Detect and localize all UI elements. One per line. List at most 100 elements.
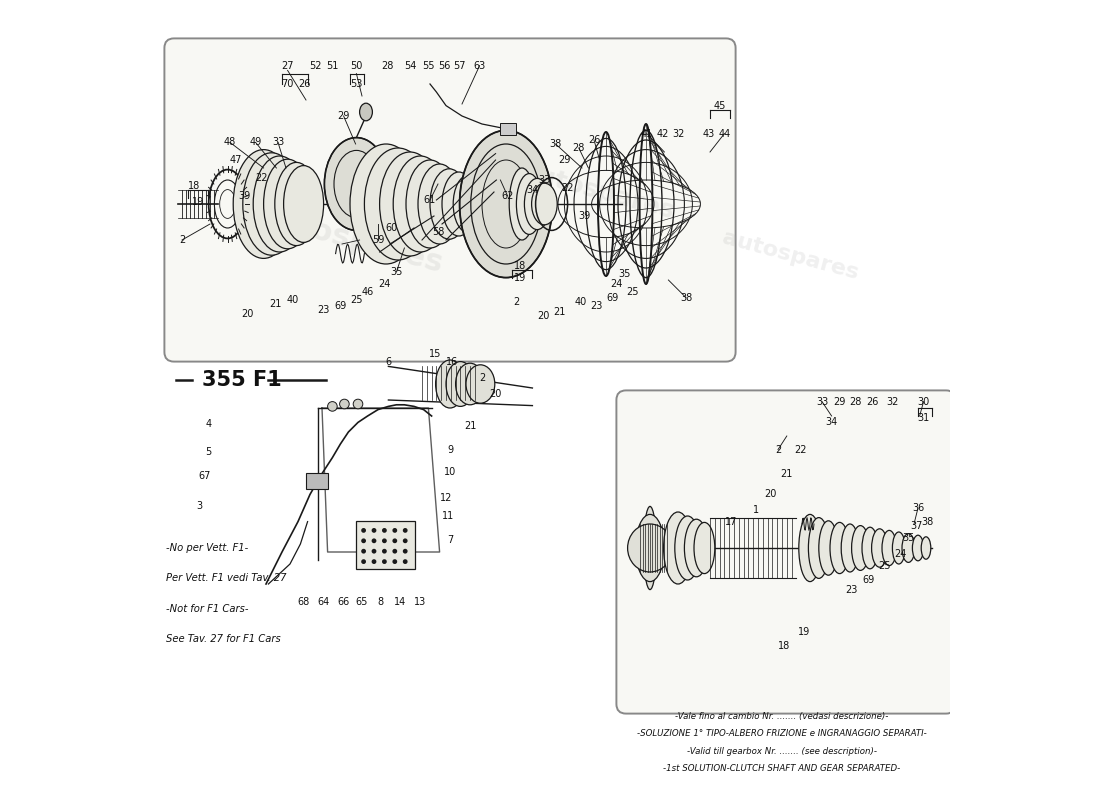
Text: -Vale fino al cambio Nr. ....... (vedasi descrizione)-: -Vale fino al cambio Nr. ....... (vedasi… [675, 711, 889, 721]
Text: 21: 21 [780, 469, 792, 478]
Ellipse shape [882, 530, 896, 566]
Text: 39: 39 [239, 191, 251, 201]
Text: 40: 40 [574, 298, 586, 307]
FancyBboxPatch shape [616, 390, 956, 714]
Text: Per Vett. F1 vedi Tav. 27: Per Vett. F1 vedi Tav. 27 [166, 574, 286, 583]
Ellipse shape [808, 518, 829, 578]
Text: 28: 28 [382, 61, 394, 70]
Text: 26: 26 [298, 79, 310, 89]
Text: 69: 69 [606, 293, 618, 302]
Text: 4: 4 [206, 419, 211, 429]
Circle shape [393, 559, 397, 564]
Ellipse shape [455, 363, 484, 405]
Text: 48: 48 [224, 138, 236, 147]
Text: 21: 21 [553, 307, 565, 317]
Text: 5: 5 [206, 447, 211, 457]
Text: 28: 28 [849, 397, 861, 406]
Text: 18: 18 [514, 261, 526, 270]
Ellipse shape [871, 529, 888, 567]
Ellipse shape [475, 182, 499, 226]
Ellipse shape [264, 159, 311, 249]
Circle shape [382, 528, 387, 533]
Text: 55: 55 [422, 61, 435, 70]
Text: 38: 38 [680, 293, 692, 302]
Text: 66: 66 [338, 597, 350, 606]
Ellipse shape [842, 524, 859, 572]
Text: 2: 2 [514, 298, 519, 307]
Circle shape [328, 402, 338, 411]
Text: 45: 45 [714, 101, 726, 110]
Ellipse shape [799, 514, 822, 582]
Text: 44: 44 [718, 129, 730, 138]
Ellipse shape [442, 172, 475, 236]
Circle shape [403, 549, 408, 554]
Circle shape [372, 559, 376, 564]
Ellipse shape [430, 169, 469, 239]
Ellipse shape [509, 168, 535, 240]
Ellipse shape [466, 365, 495, 403]
Ellipse shape [902, 534, 915, 562]
Text: 62: 62 [502, 191, 514, 201]
Ellipse shape [636, 514, 664, 582]
Text: 32: 32 [887, 397, 899, 406]
Ellipse shape [921, 537, 931, 559]
Text: 19: 19 [514, 274, 526, 283]
Text: See Tav. 27 for F1 Cars: See Tav. 27 for F1 Cars [166, 634, 280, 644]
Text: -Valid till gearbox Nr. ....... (see description)-: -Valid till gearbox Nr. ....... (see des… [688, 746, 877, 756]
Text: 63: 63 [473, 61, 486, 70]
Text: 22: 22 [255, 173, 268, 182]
Text: 19: 19 [798, 627, 810, 637]
Text: 24: 24 [378, 279, 390, 289]
Text: 3: 3 [197, 501, 202, 510]
Ellipse shape [453, 175, 484, 233]
Text: 355 F1: 355 F1 [202, 370, 282, 390]
Ellipse shape [436, 360, 464, 408]
Circle shape [372, 538, 376, 543]
Text: 54: 54 [404, 61, 416, 70]
Ellipse shape [284, 166, 323, 242]
Text: 58: 58 [432, 227, 444, 237]
Ellipse shape [350, 144, 422, 264]
Ellipse shape [379, 152, 440, 256]
Text: 6: 6 [385, 358, 392, 367]
Text: 57: 57 [453, 61, 466, 70]
Circle shape [403, 528, 408, 533]
Text: 15: 15 [429, 350, 441, 359]
Text: 41: 41 [640, 129, 653, 138]
Text: 59: 59 [372, 235, 384, 245]
Text: 8: 8 [377, 597, 384, 606]
Text: 25: 25 [350, 295, 363, 305]
Text: autospares: autospares [253, 201, 447, 279]
Text: 16: 16 [447, 358, 459, 367]
Text: 21: 21 [464, 421, 476, 430]
Ellipse shape [364, 148, 431, 260]
Text: 25: 25 [626, 287, 639, 297]
Text: 33: 33 [538, 175, 550, 185]
Text: 17: 17 [725, 517, 738, 526]
Ellipse shape [663, 512, 692, 584]
Text: 11: 11 [442, 511, 454, 521]
Text: 20: 20 [764, 490, 777, 499]
Circle shape [361, 549, 366, 554]
Text: 37: 37 [910, 522, 923, 531]
Text: 20: 20 [490, 389, 502, 398]
Text: 64: 64 [318, 597, 330, 606]
Circle shape [340, 399, 349, 409]
Text: 29: 29 [338, 111, 350, 121]
Text: 22: 22 [794, 445, 806, 454]
Text: autospares: autospares [518, 160, 678, 224]
Text: 28: 28 [573, 143, 585, 153]
Text: 69: 69 [334, 301, 346, 310]
Ellipse shape [912, 535, 924, 561]
Text: 27: 27 [282, 61, 294, 70]
Ellipse shape [446, 362, 475, 406]
Ellipse shape [644, 506, 657, 590]
Text: 42: 42 [657, 129, 669, 138]
Text: 29: 29 [558, 155, 571, 165]
Text: 65: 65 [355, 597, 368, 606]
Text: 43: 43 [702, 129, 715, 138]
Ellipse shape [531, 183, 558, 225]
Text: 68: 68 [297, 597, 310, 606]
Text: 10: 10 [444, 467, 456, 477]
FancyBboxPatch shape [306, 473, 328, 489]
